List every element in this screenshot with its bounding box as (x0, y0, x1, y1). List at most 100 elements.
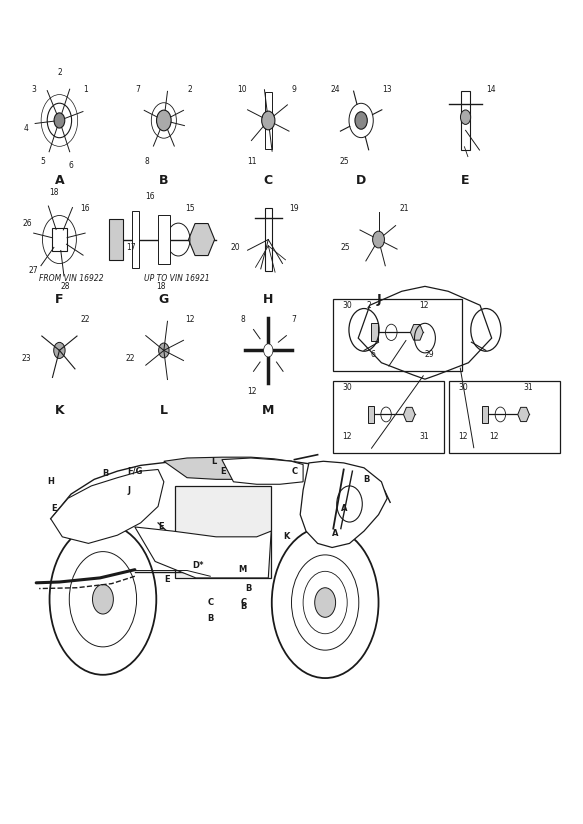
Bar (132, 211, 139, 269)
Text: 28: 28 (61, 282, 70, 291)
Text: G: G (159, 293, 169, 306)
Text: 26: 26 (23, 218, 33, 227)
Text: 31: 31 (419, 432, 429, 441)
Text: 19: 19 (289, 204, 299, 213)
Text: 16: 16 (145, 192, 154, 201)
Polygon shape (135, 527, 271, 578)
Circle shape (355, 112, 367, 129)
Bar (461, 91, 470, 150)
Text: B: B (159, 174, 168, 187)
Circle shape (272, 527, 378, 678)
Text: 29: 29 (425, 350, 434, 359)
Polygon shape (164, 457, 292, 480)
Text: 25: 25 (340, 243, 350, 252)
Text: F: F (55, 293, 64, 306)
Text: 22: 22 (126, 354, 135, 363)
Text: 17: 17 (126, 243, 135, 252)
Text: E: E (158, 522, 164, 531)
Polygon shape (518, 407, 529, 422)
Circle shape (315, 588, 336, 617)
Text: 8: 8 (145, 157, 149, 166)
Text: 12: 12 (185, 316, 194, 325)
Text: 12: 12 (419, 301, 429, 310)
Text: J: J (376, 293, 381, 306)
Text: 16: 16 (80, 204, 90, 213)
Polygon shape (51, 470, 164, 543)
Text: UP TO VIN 16921: UP TO VIN 16921 (143, 274, 209, 283)
Text: J: J (128, 485, 131, 494)
Text: F/G: F/G (127, 466, 143, 475)
Bar (367, 406, 374, 423)
Text: 12: 12 (489, 432, 498, 441)
Circle shape (93, 584, 113, 614)
Text: 6: 6 (371, 350, 376, 359)
Text: 30: 30 (458, 383, 468, 392)
Text: 13: 13 (382, 86, 392, 95)
Text: E: E (220, 466, 226, 475)
Bar (175, 486, 271, 578)
Text: B: B (364, 475, 370, 484)
Bar (371, 323, 378, 341)
Text: 2: 2 (187, 86, 192, 95)
Text: 31: 31 (524, 383, 533, 392)
Bar (265, 208, 272, 271)
Text: 11: 11 (247, 157, 256, 166)
Bar (109, 219, 123, 260)
Text: K: K (284, 532, 290, 541)
Bar (482, 406, 488, 423)
Text: A: A (340, 503, 347, 513)
Text: A: A (55, 174, 64, 187)
Text: E: E (51, 504, 57, 513)
Text: C: C (207, 598, 213, 607)
Text: 4: 4 (24, 124, 29, 133)
Text: 18: 18 (156, 283, 166, 292)
Text: 20: 20 (230, 243, 240, 252)
Text: 15: 15 (185, 204, 195, 213)
Text: 30: 30 (342, 383, 352, 392)
Text: 23: 23 (22, 354, 31, 363)
Text: 12: 12 (458, 432, 468, 441)
Circle shape (159, 343, 169, 358)
Text: L: L (212, 456, 217, 466)
Text: 3: 3 (31, 86, 36, 95)
Text: C: C (264, 174, 273, 187)
Bar (51, 228, 67, 250)
Text: 1: 1 (83, 86, 87, 95)
Text: A: A (332, 529, 338, 538)
Polygon shape (188, 223, 215, 255)
Bar (158, 215, 170, 265)
Circle shape (264, 344, 273, 357)
Text: L: L (160, 404, 168, 417)
Text: 6: 6 (68, 161, 73, 170)
Text: M: M (262, 404, 275, 417)
Polygon shape (300, 461, 387, 547)
Text: 21: 21 (399, 204, 409, 213)
Text: H: H (47, 477, 54, 486)
Text: 27: 27 (29, 265, 38, 274)
Circle shape (50, 524, 156, 675)
Circle shape (157, 110, 171, 131)
Polygon shape (358, 287, 491, 379)
Polygon shape (410, 325, 423, 340)
Text: 7: 7 (136, 86, 141, 95)
Text: 9: 9 (292, 86, 297, 95)
Text: 8: 8 (240, 316, 245, 325)
Text: H: H (263, 293, 273, 306)
Text: B: B (207, 615, 213, 624)
Text: 12: 12 (342, 432, 352, 441)
Text: M: M (238, 565, 246, 574)
Text: D: D (356, 174, 366, 187)
Bar (265, 92, 272, 148)
Text: C: C (292, 466, 297, 475)
Text: E: E (461, 174, 470, 187)
Text: 7: 7 (292, 316, 297, 325)
Text: 14: 14 (487, 86, 496, 95)
Circle shape (54, 113, 65, 128)
Polygon shape (403, 407, 415, 422)
Text: 22: 22 (80, 316, 90, 325)
Text: 24: 24 (331, 86, 340, 95)
Circle shape (373, 232, 384, 248)
Text: 10: 10 (238, 86, 247, 95)
Text: FROM VIN 16922: FROM VIN 16922 (39, 274, 104, 283)
Text: B: B (103, 469, 109, 478)
